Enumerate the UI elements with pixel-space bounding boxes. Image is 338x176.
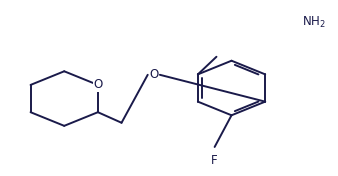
Text: NH$_2$: NH$_2$ [303, 15, 326, 30]
Text: F: F [211, 154, 218, 167]
Text: O: O [93, 78, 102, 91]
Text: O: O [149, 68, 159, 81]
